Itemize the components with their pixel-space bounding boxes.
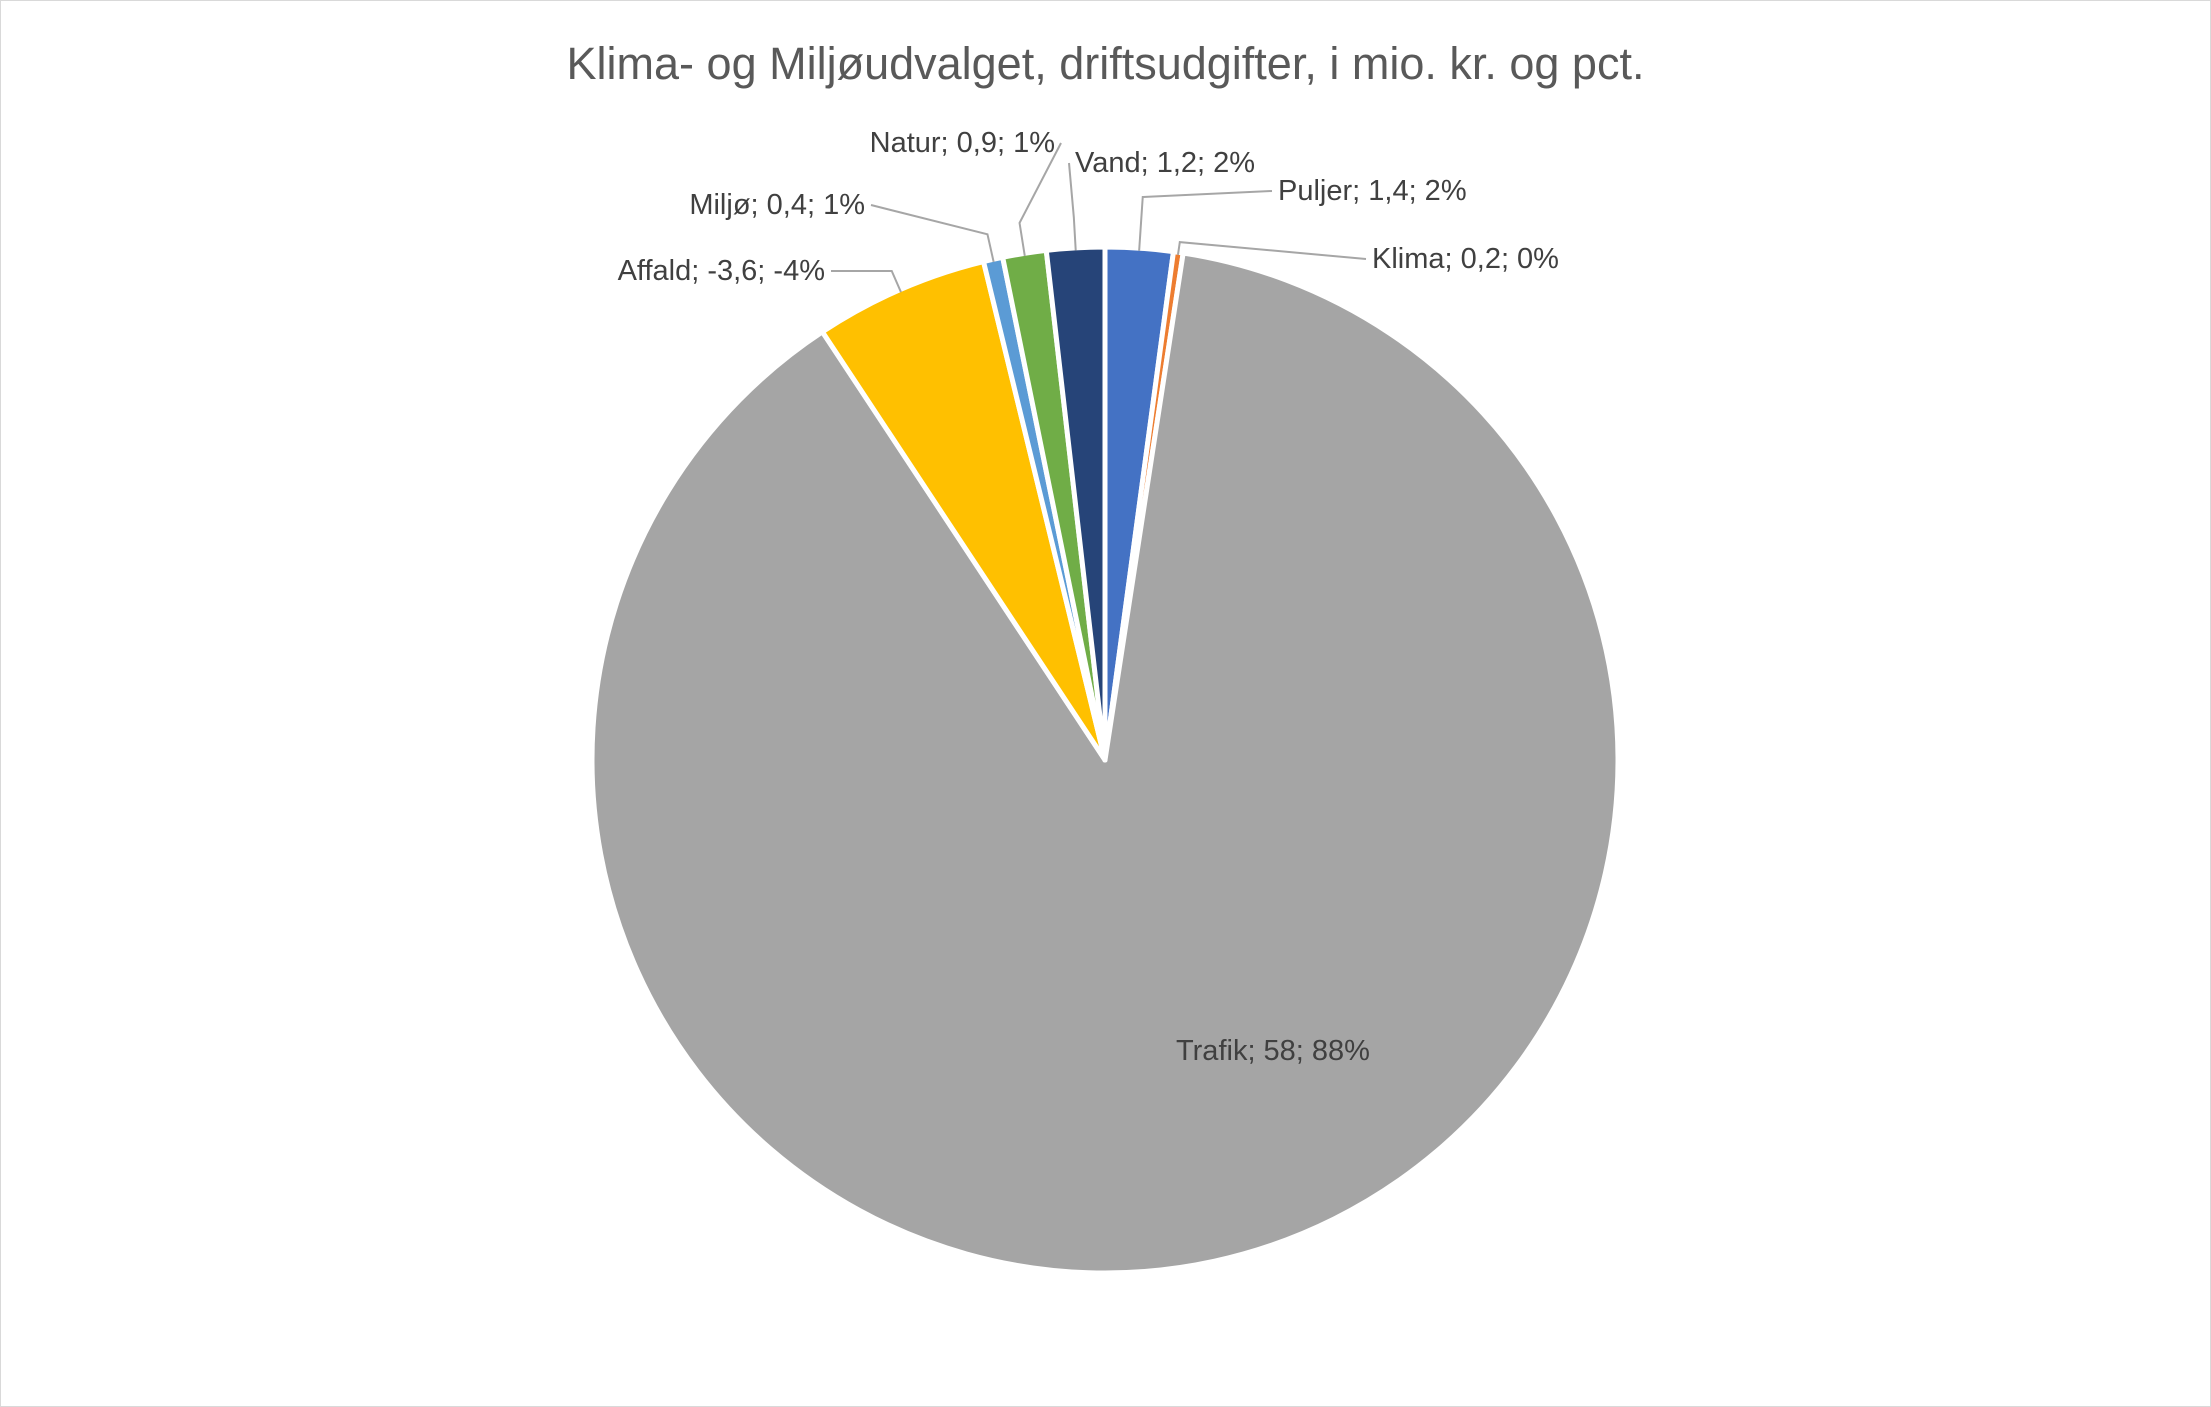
leader-line-miljo bbox=[870, 204, 995, 263]
chart-title: Klima- og Miljøudvalget, driftsudgifter,… bbox=[566, 38, 1645, 89]
data-label-affald: Affald; -3,6; -4% bbox=[618, 255, 825, 287]
data-label-klima: Klima; 0,2; 0% bbox=[1372, 243, 1559, 275]
pie-slices bbox=[589, 244, 1621, 1276]
leader-line-affald bbox=[830, 269, 902, 293]
data-labels: Puljer; 1,4; 2% Klima; 0,2; 0% Trafik; 58;… bbox=[618, 127, 1559, 1067]
data-label-trafik: Trafik; 58; 88% bbox=[1176, 1035, 1370, 1067]
leader-lines bbox=[830, 142, 1367, 293]
data-label-puljer: Puljer; 1,4; 2% bbox=[1278, 175, 1467, 207]
leader-line-vand bbox=[1068, 162, 1077, 251]
leader-line-klima bbox=[1176, 241, 1367, 260]
leader-line-natur bbox=[1018, 142, 1062, 257]
data-label-vand: Vand; 1,2; 2% bbox=[1075, 147, 1255, 179]
pie-slice-trafik bbox=[589, 250, 1621, 1276]
leader-line-puljer bbox=[1138, 190, 1273, 251]
data-label-natur: Natur; 0,9; 1% bbox=[870, 127, 1055, 159]
data-label-miljo: Miljø; 0,4; 1% bbox=[689, 189, 865, 221]
